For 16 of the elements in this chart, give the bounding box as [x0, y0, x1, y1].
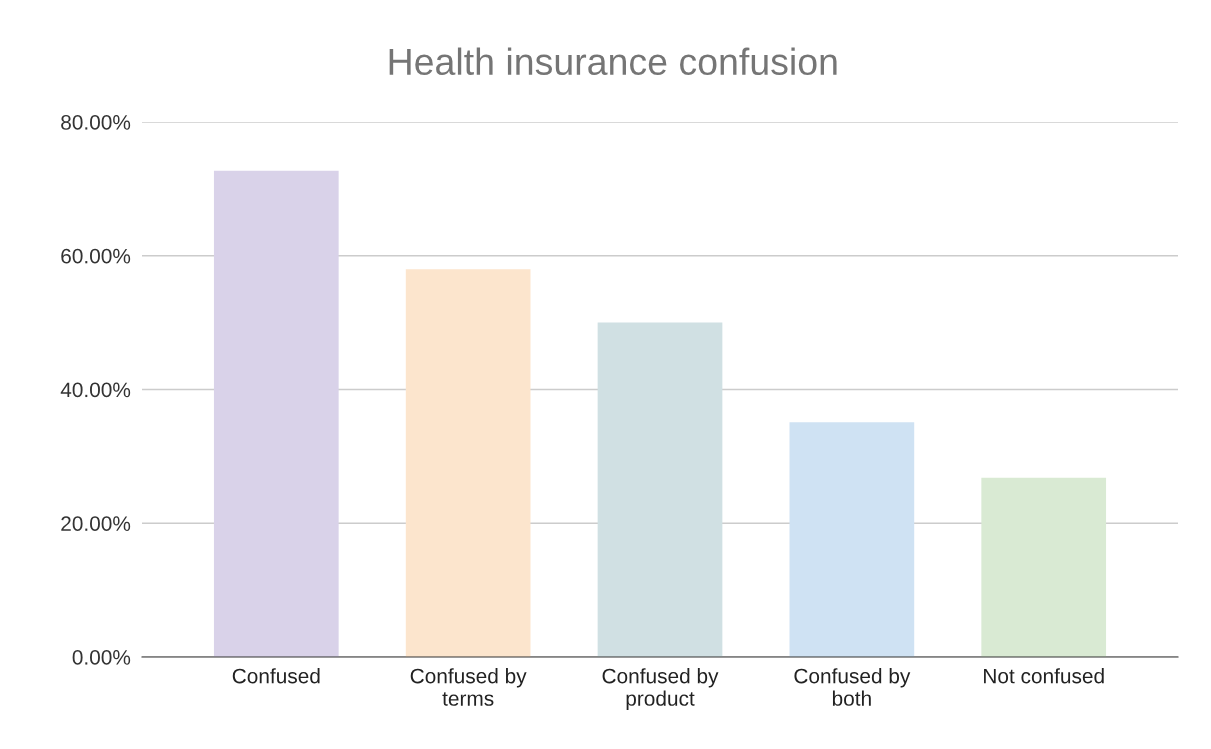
y-tick-label: 60.00% [61, 248, 131, 264]
bar [213, 170, 339, 657]
chart-title: Health insurance confusion [389, 47, 837, 76]
bar [597, 322, 723, 657]
bar [789, 422, 915, 657]
y-tick-label: 20.00% [61, 516, 131, 531]
x-tick-label: Confused by both [794, 668, 911, 706]
x-tick-label: Confused by product [602, 668, 719, 710]
y-tick-label: 80.00% [61, 115, 131, 130]
bar [405, 269, 531, 657]
x-tick-label: Confused by terms [410, 668, 527, 706]
x-tick-label: Confused [232, 668, 320, 684]
y-tick-label: 40.00% [60, 382, 131, 398]
bar [981, 477, 1107, 657]
y-tick-label: 0.00% [72, 650, 131, 665]
x-tick-label: Not confused [984, 668, 1104, 684]
